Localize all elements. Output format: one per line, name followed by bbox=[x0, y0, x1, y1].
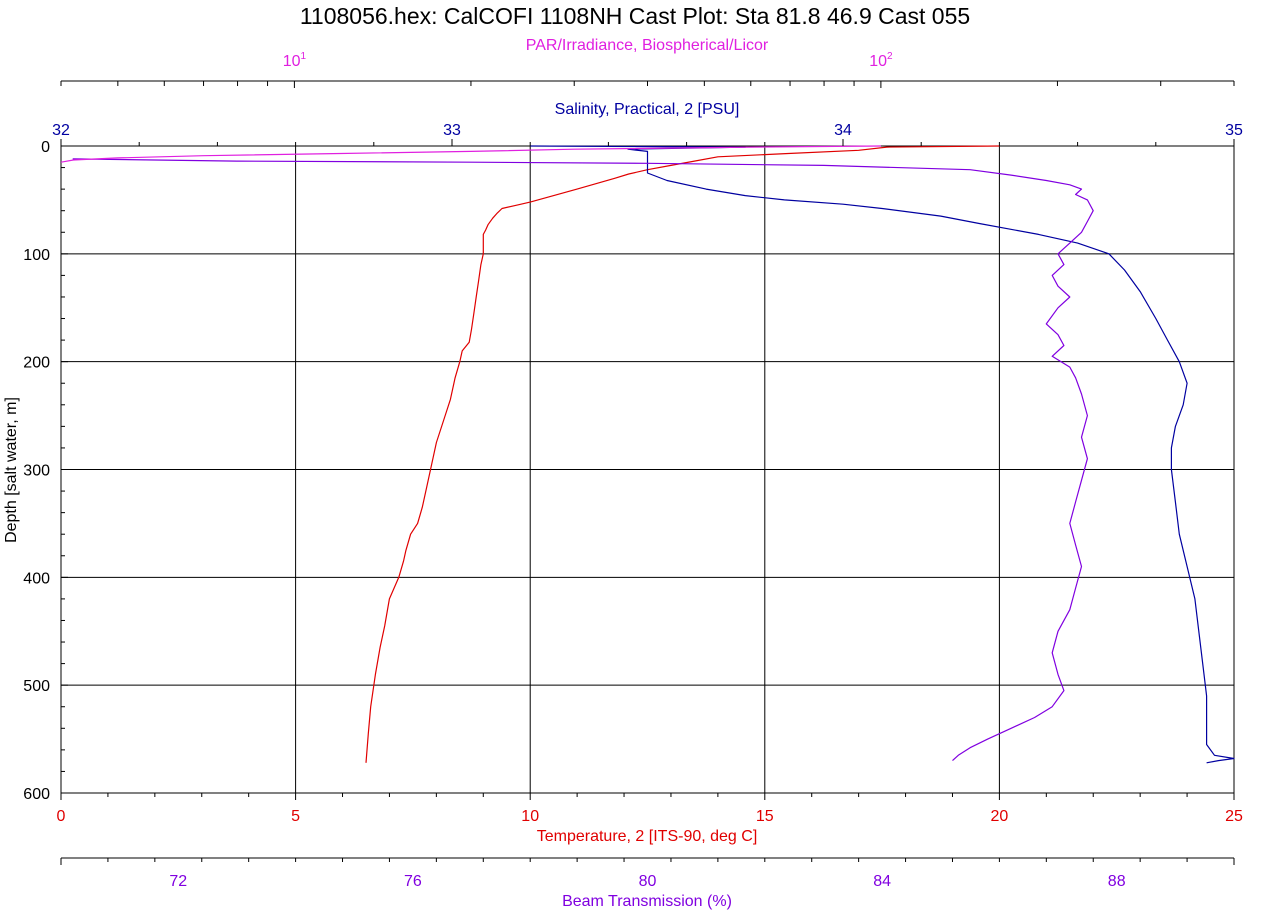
depth-tick-label: 400 bbox=[23, 570, 50, 587]
par-axis: 101 102 bbox=[60, 51, 1235, 88]
par-tick-exponent: 1 bbox=[301, 51, 307, 62]
par-axis-label: PAR/Irradiance, Biospherical/Licor bbox=[526, 37, 769, 54]
par-tick-label: 102 bbox=[869, 51, 893, 70]
salinity-tick-label: 34 bbox=[834, 122, 852, 139]
salinity-tick-label: 32 bbox=[52, 122, 70, 139]
beam-tick-label: 84 bbox=[873, 873, 891, 890]
depth-tick-label: 300 bbox=[23, 463, 50, 480]
series-layer bbox=[60, 145, 1235, 764]
beam-axis: 72 76 80 84 88 bbox=[60, 857, 1235, 890]
grid bbox=[61, 146, 1234, 793]
series-beam-line bbox=[72, 158, 1094, 762]
temperature-tick-label: 20 bbox=[991, 808, 1009, 825]
temperature-axis: 0 5 10 15 20 25 bbox=[57, 793, 1243, 825]
depth-tick-label: 200 bbox=[23, 355, 50, 372]
salinity-tick-label: 35 bbox=[1225, 122, 1243, 139]
salinity-axis-label: Salinity, Practical, 2 [PSU] bbox=[555, 101, 740, 118]
par-tick-label: 101 bbox=[283, 51, 307, 70]
salinity-axis: 32 33 34 35 bbox=[52, 122, 1243, 146]
temperature-tick-label: 25 bbox=[1225, 808, 1243, 825]
depth-axis-label: Depth [salt water, m] bbox=[3, 397, 20, 543]
depth-tick-label: 600 bbox=[23, 786, 50, 803]
chart-title: 1108056.hex: CalCOFI 1108NH Cast Plot: S… bbox=[300, 3, 970, 29]
beam-tick-label: 72 bbox=[169, 873, 187, 890]
temperature-tick-label: 0 bbox=[57, 808, 66, 825]
depth-tick-label: 0 bbox=[41, 139, 50, 156]
temperature-tick-label: 15 bbox=[756, 808, 774, 825]
beam-axis-label: Beam Transmission (%) bbox=[562, 893, 732, 910]
series-temperature-line bbox=[365, 145, 1000, 763]
depth-axis: 0 100 200 300 400 500 600 bbox=[23, 139, 68, 803]
series-salinity-line bbox=[530, 145, 1235, 764]
par-tick-exponent: 2 bbox=[887, 51, 893, 62]
salinity-tick-label: 33 bbox=[443, 122, 461, 139]
depth-tick-label: 100 bbox=[23, 247, 50, 264]
depth-tick-label: 500 bbox=[23, 678, 50, 695]
beam-tick-label: 76 bbox=[404, 873, 422, 890]
beam-tick-label: 80 bbox=[639, 873, 657, 890]
temperature-axis-label: Temperature, 2 [ITS-90, deg C] bbox=[537, 828, 758, 845]
beam-tick-label: 88 bbox=[1108, 873, 1126, 890]
series-par-line bbox=[60, 145, 881, 163]
temperature-tick-label: 5 bbox=[291, 808, 300, 825]
temperature-tick-label: 10 bbox=[521, 808, 539, 825]
